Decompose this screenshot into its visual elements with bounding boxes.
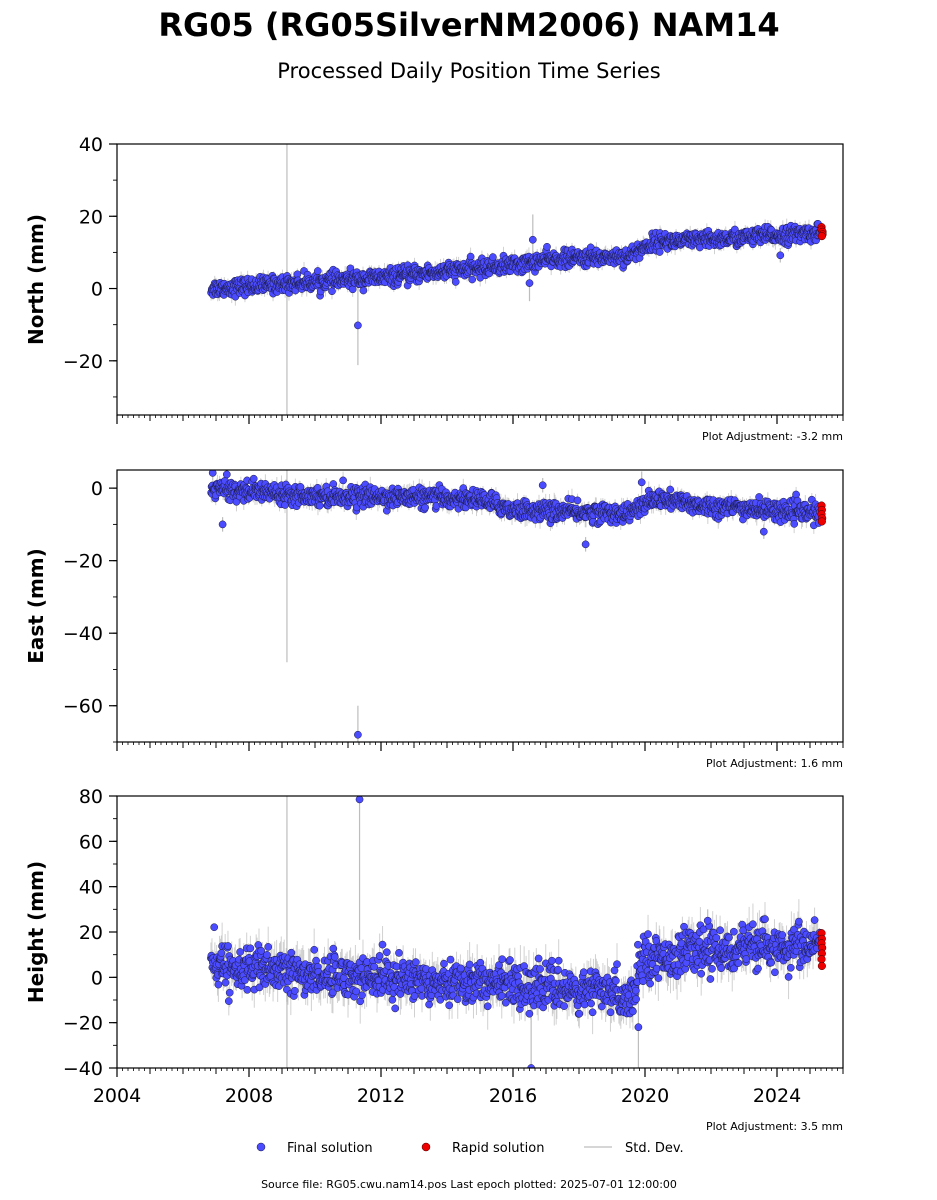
panels: 40 20 0 −20 North (mm) Plot Adjustment: -3.2 … xyxy=(24,134,844,1133)
final-point-outlier xyxy=(208,470,217,477)
final-point xyxy=(328,287,336,296)
final-point-outlier xyxy=(776,251,785,260)
final-point-outlier xyxy=(218,520,227,529)
plot-area-east xyxy=(207,470,827,742)
rapid-point xyxy=(817,517,826,526)
plot-adjustment-note: Plot Adjustment: 1.6 mm xyxy=(706,757,843,770)
final-point xyxy=(468,275,477,284)
y-tick-label: 40 xyxy=(79,134,103,156)
final-point xyxy=(359,286,368,295)
final-point xyxy=(489,253,497,261)
plot-area-north xyxy=(207,144,827,415)
final-solution-series xyxy=(207,219,824,330)
final-point xyxy=(222,470,231,479)
chart-title: RG05 (RG05SilverNM2006) NAM14 xyxy=(158,6,779,44)
final-point xyxy=(210,923,219,932)
y-tick-label: −60 xyxy=(63,696,103,718)
final-solution-series xyxy=(207,470,824,739)
x-axis-east xyxy=(116,742,844,751)
y-axis-north: 40 20 0 −20 xyxy=(63,134,117,398)
rapid-point xyxy=(817,232,826,241)
y-axis-east: 0 −20 −40 −60 xyxy=(63,478,117,743)
y-tick-label: −20 xyxy=(63,351,103,373)
panel-east: 0 −20 −40 −60 East (mm) Plot Adjustment: 1.6 … xyxy=(24,469,844,770)
final-point-outlier xyxy=(538,481,547,490)
final-point-outlier xyxy=(528,235,537,244)
y-tick-label: −40 xyxy=(63,623,103,645)
final-point xyxy=(573,496,582,505)
plot-adjustment-note: Plot Adjustment: -3.2 mm xyxy=(702,430,843,443)
final-point xyxy=(543,242,551,251)
final-point xyxy=(790,520,799,528)
final-point xyxy=(339,476,347,485)
std-dev-series xyxy=(210,796,821,1068)
rapid-solution-series xyxy=(817,501,827,526)
final-point xyxy=(755,493,763,501)
y-tick-label: −20 xyxy=(63,551,103,573)
final-point-outlier xyxy=(354,730,362,739)
y-tick-label: 0 xyxy=(91,279,103,301)
final-solution-series xyxy=(207,796,824,1068)
final-point xyxy=(217,949,226,957)
y-axis-label: East (mm) xyxy=(24,548,48,664)
final-point xyxy=(655,248,664,256)
y-tick-label: 20 xyxy=(79,206,103,228)
final-point xyxy=(466,252,475,261)
panel-height: 2004 2008 2012 2016 2020 2024806040200−20−40H… xyxy=(24,786,844,1133)
final-point xyxy=(313,267,322,275)
rapid-solution-series xyxy=(817,223,827,241)
final-point xyxy=(214,980,223,989)
y-tick-label: 0 xyxy=(91,478,103,500)
final-point xyxy=(666,485,675,494)
final-point-outlier xyxy=(354,321,362,330)
final-point-outlier xyxy=(581,540,590,549)
final-point-outlier xyxy=(637,478,646,487)
x-axis-north xyxy=(116,415,844,424)
panel-north: 40 20 0 −20 North (mm) Plot Adjustment: -3.2 … xyxy=(24,134,844,443)
final-point xyxy=(451,278,460,286)
final-point xyxy=(249,474,258,483)
final-point-outlier xyxy=(759,527,768,536)
final-point-outlier xyxy=(525,279,534,287)
plot-area-height xyxy=(207,796,827,1068)
final-point xyxy=(421,503,429,512)
chart-subtitle: Processed Daily Position Time Series xyxy=(277,59,661,83)
final-point xyxy=(315,501,324,510)
y-axis-label: North (mm) xyxy=(24,214,48,345)
